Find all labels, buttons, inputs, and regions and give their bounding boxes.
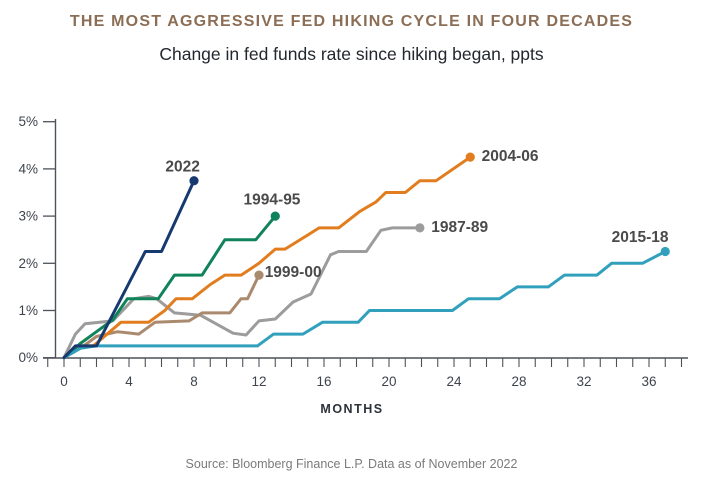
series-end-dot-1994-95 xyxy=(270,211,280,221)
y-tick-label: 2% xyxy=(18,256,38,271)
x-tick-label: 32 xyxy=(576,374,591,389)
y-tick-label: 0% xyxy=(18,350,38,365)
series-line-1994-95 xyxy=(62,214,277,360)
y-tick-label: 5% xyxy=(18,114,38,129)
series-label-1999-00: 1999-00 xyxy=(265,264,322,281)
y-tick-label: 4% xyxy=(18,161,38,176)
source-note: Source: Bloomberg Finance L.P. Data as o… xyxy=(185,457,518,471)
x-tick-label: 0 xyxy=(60,374,68,389)
series-label-2015-18: 2015-18 xyxy=(612,229,669,246)
x-tick-label: 24 xyxy=(446,374,462,389)
series-label-2004-06: 2004-06 xyxy=(482,148,539,165)
series-line-2015-18 xyxy=(62,250,667,360)
chart-title: THE MOST AGGRESSIVE FED HIKING CYCLE IN … xyxy=(69,13,634,30)
series-label-2022: 2022 xyxy=(165,159,199,176)
y-tick-label: 1% xyxy=(18,303,38,318)
x-tick-label: 20 xyxy=(381,374,396,389)
x-tick-label: 8 xyxy=(190,374,198,389)
series-line-1987-89 xyxy=(62,226,422,360)
x-tick-label: 16 xyxy=(316,374,331,389)
y-tick-label: 3% xyxy=(18,209,38,224)
series-line-1999-00 xyxy=(62,273,261,360)
series-label-1994-95: 1994-95 xyxy=(244,192,301,209)
series-line-2004-06 xyxy=(62,155,472,360)
series-end-dot-1999-00 xyxy=(254,270,264,280)
series-label-1987-89: 1987-89 xyxy=(431,219,488,236)
series-end-dot-1987-89 xyxy=(415,223,425,233)
series-end-dot-2004-06 xyxy=(465,152,475,162)
x-tick-label: 28 xyxy=(511,374,526,389)
x-tick-label: 36 xyxy=(641,374,656,389)
series-end-dot-2022 xyxy=(189,176,199,186)
series-line-2022 xyxy=(62,179,196,360)
x-axis-title: MONTHS xyxy=(320,402,383,416)
chart-subtitle: Change in fed funds rate since hiking be… xyxy=(159,44,544,64)
line-chart: 0% 1% 2% 3% 4% 5% 0 4 8 12 16 20 24 28 32 36 MONTHS 1987-… xyxy=(18,114,688,416)
series-end-dot-2015-18 xyxy=(660,246,670,257)
x-tick-label: 12 xyxy=(251,374,266,389)
x-tick-label: 4 xyxy=(125,374,133,389)
